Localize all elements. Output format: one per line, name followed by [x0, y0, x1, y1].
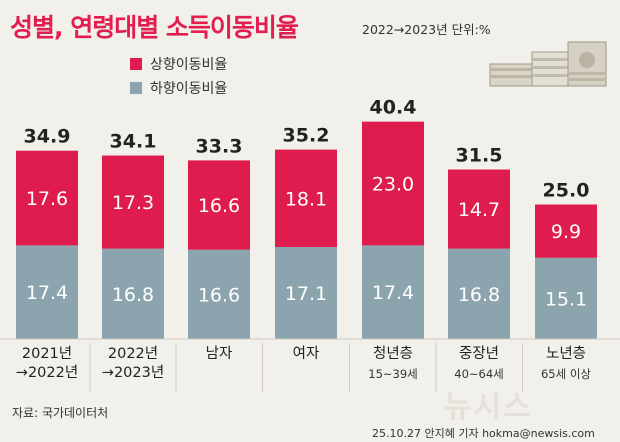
- category-label-6-0: 노년층: [546, 345, 586, 362]
- category-label-1-1: →2023년: [102, 364, 164, 381]
- value-label-up-5: 14.7: [458, 199, 500, 221]
- bar-down-0: [16, 245, 78, 339]
- category-sublabel-6: 65세 이상: [541, 367, 591, 381]
- total-label-2: 33.3: [196, 135, 243, 157]
- bar-down-1: [102, 248, 164, 339]
- source-text: 자료: 국가데이터처: [12, 406, 109, 420]
- category-sublabel-5: 40~64세: [454, 367, 503, 381]
- bar-up-3: [275, 149, 337, 248]
- total-label-3: 35.2: [283, 125, 330, 147]
- value-label-down-2: 16.6: [198, 284, 240, 306]
- bar-up-6: [535, 204, 597, 258]
- bar-down-4: [362, 245, 424, 339]
- legend-label-up: 상향이동비율: [150, 57, 228, 73]
- bar-down-2: [188, 249, 250, 339]
- legend-item-up: 상향이동비율: [130, 52, 227, 76]
- value-label-up-1: 17.3: [112, 192, 154, 214]
- bar-up-2: [188, 160, 250, 250]
- category-label-0-1: →2022년: [16, 364, 78, 381]
- total-label-1: 34.1: [110, 131, 157, 153]
- total-label-6: 25.0: [543, 180, 590, 202]
- legend-swatch-down: [130, 82, 142, 94]
- bar-up-5: [448, 169, 510, 249]
- bar-down-5: [448, 248, 510, 339]
- chart-title: 성별, 연령대별 소득이동비율: [10, 13, 299, 42]
- category-label-5-0: 중장년: [459, 345, 499, 362]
- value-label-up-3: 18.1: [285, 188, 327, 210]
- legend-label-down: 하향이동비율: [150, 81, 228, 97]
- watermark: 뉴시스: [444, 390, 533, 425]
- legend-item-down: 하향이동비율: [130, 76, 227, 100]
- value-label-down-1: 16.8: [112, 284, 154, 306]
- category-label-2-0: 남자: [206, 345, 233, 362]
- total-label-5: 31.5: [456, 145, 503, 167]
- category-label-1-0: 2022년: [108, 345, 158, 362]
- bar-up-0: [16, 150, 78, 246]
- value-label-down-5: 16.8: [458, 284, 500, 306]
- value-label-down-4: 17.4: [372, 282, 414, 304]
- category-label-3-0: 여자: [293, 345, 320, 362]
- value-label-down-3: 17.1: [285, 283, 327, 305]
- bar-down-6: [535, 257, 597, 339]
- money-stack-icon: [489, 41, 607, 87]
- value-label-up-0: 17.6: [26, 188, 68, 210]
- unit-label: 2022→2023년 단위:%: [362, 22, 491, 37]
- value-label-up-2: 16.6: [198, 195, 240, 217]
- bar-up-4: [362, 121, 424, 246]
- value-label-up-6: 9.9: [551, 221, 581, 243]
- bar-up-1: [102, 155, 164, 249]
- category-label-4-0: 청년층: [373, 345, 413, 362]
- value-label-down-6: 15.1: [545, 288, 587, 310]
- value-label-up-4: 23.0: [372, 174, 414, 196]
- total-label-4: 40.4: [370, 97, 417, 119]
- legend-swatch-up: [130, 58, 142, 70]
- category-label-0-0: 2021년: [22, 345, 72, 362]
- category-sublabel-4: 15~39세: [368, 367, 417, 381]
- credit-text: 25.10.27 안지혜 기자 hokma@newsis.com: [372, 427, 595, 440]
- bar-down-3: [275, 247, 337, 339]
- total-label-0: 34.9: [24, 126, 71, 148]
- legend: 상향이동비율 하향이동비율: [130, 52, 227, 100]
- value-label-down-0: 17.4: [26, 282, 68, 304]
